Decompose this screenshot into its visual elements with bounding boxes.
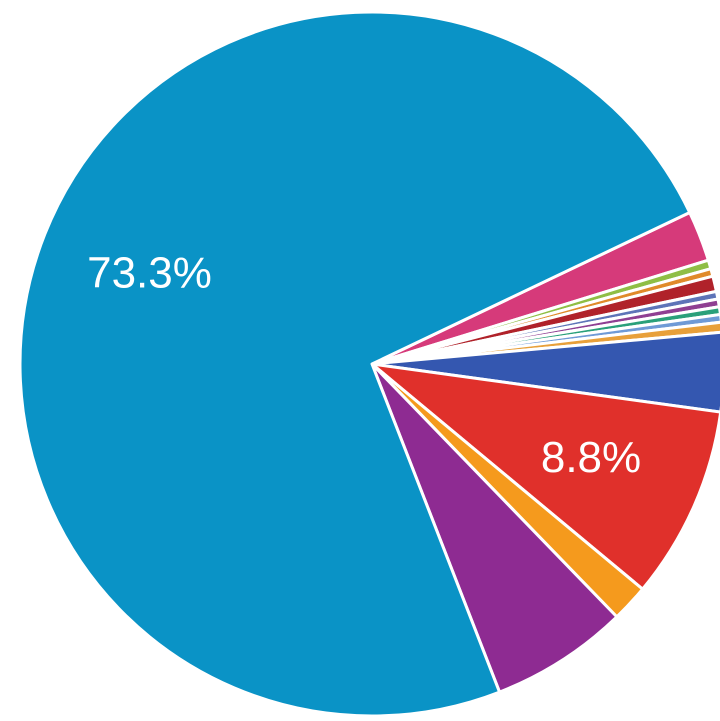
slice-label-14: 73.3% [87, 248, 212, 297]
pie-slice-8 [370, 312, 720, 366]
pie-slice-10 [370, 330, 720, 414]
pie-slice-13 [370, 362, 619, 694]
pie-slices [18, 10, 720, 718]
pie-labels: 8.8% 73.3% [87, 248, 641, 482]
pie-slice-11 [370, 362, 720, 591]
pie-slice-14 [18, 10, 692, 718]
pie-slice-9 [370, 320, 720, 366]
slice-label-11: 8.8% [541, 433, 641, 482]
